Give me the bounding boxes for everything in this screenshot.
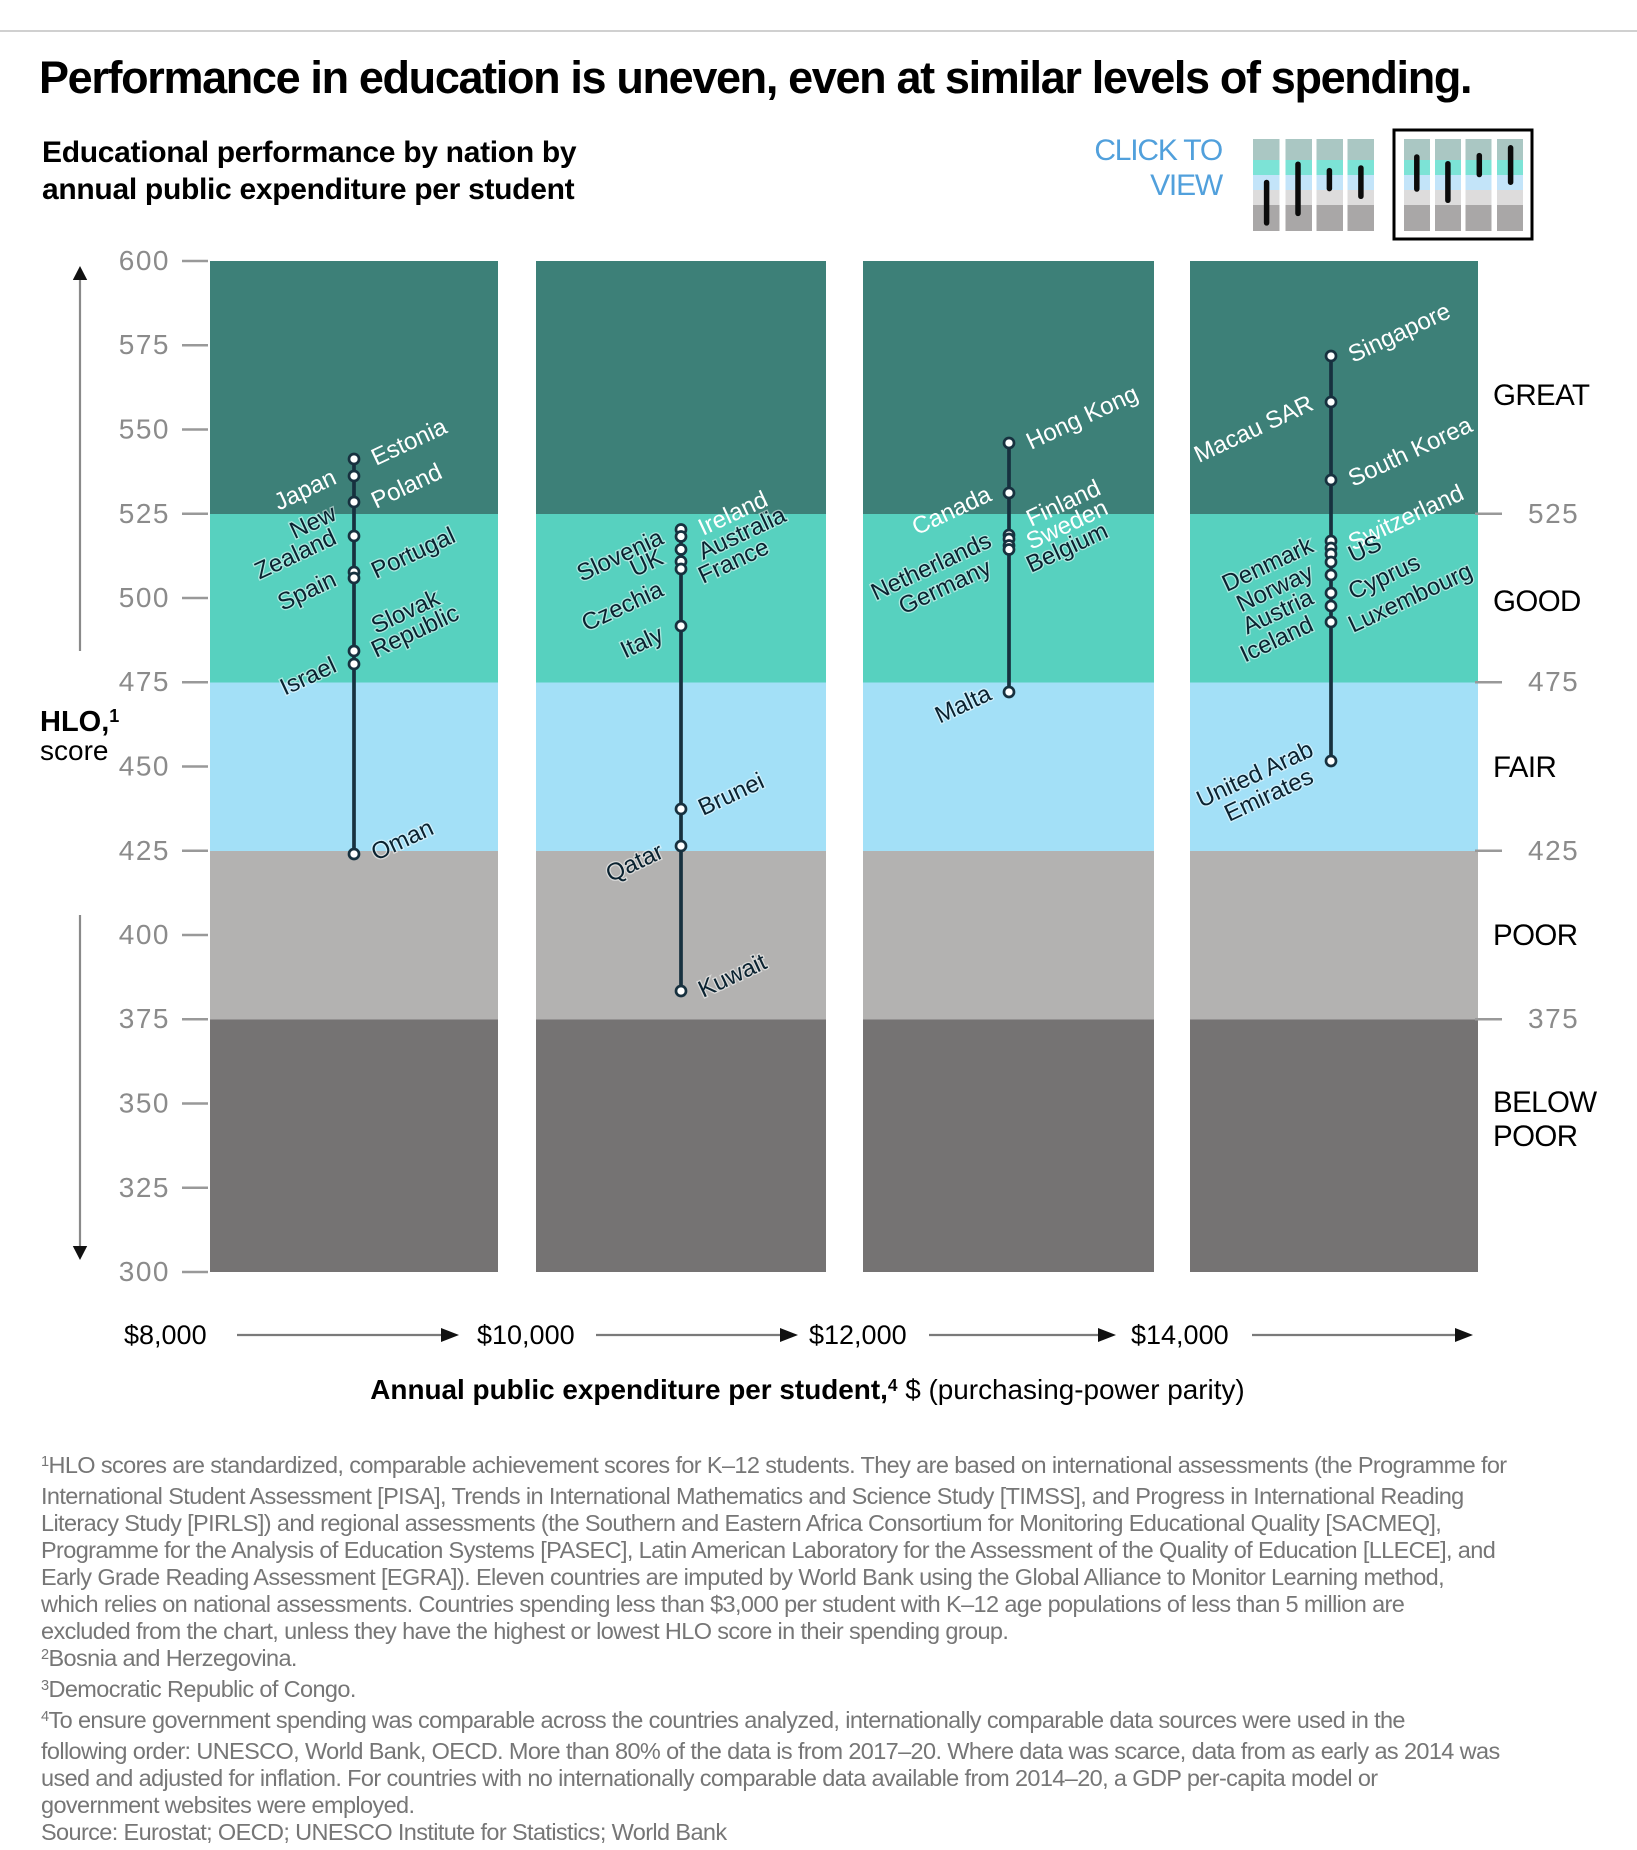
svg-text:425: 425 xyxy=(1528,835,1579,866)
svg-text:450: 450 xyxy=(119,751,170,782)
svg-text:400: 400 xyxy=(119,919,170,950)
svg-text:525: 525 xyxy=(119,498,170,529)
svg-text:350: 350 xyxy=(119,1088,170,1119)
svg-text:375: 375 xyxy=(119,1003,170,1034)
svg-text:POOR: POOR xyxy=(1493,1120,1577,1153)
svg-text:FAIR: FAIR xyxy=(1493,751,1556,784)
svg-text:525: 525 xyxy=(1528,498,1579,529)
svg-text:425: 425 xyxy=(119,835,170,866)
svg-text:550: 550 xyxy=(119,414,170,445)
svg-text:POOR: POOR xyxy=(1493,919,1577,952)
svg-text:575: 575 xyxy=(119,329,170,360)
svg-text:475: 475 xyxy=(119,666,170,697)
svg-text:475: 475 xyxy=(1528,666,1579,697)
svg-text:GREAT: GREAT xyxy=(1493,379,1590,412)
svg-text:score: score xyxy=(40,735,108,766)
svg-text:300: 300 xyxy=(119,1256,170,1287)
svg-text:GOOD: GOOD xyxy=(1493,585,1581,618)
svg-text:BELOW: BELOW xyxy=(1493,1086,1597,1119)
svg-text:600: 600 xyxy=(119,245,170,276)
svg-text:500: 500 xyxy=(119,582,170,613)
svg-text:375: 375 xyxy=(1528,1003,1579,1034)
svg-text:HLO,1: HLO,1 xyxy=(40,706,119,738)
svg-text:325: 325 xyxy=(119,1172,170,1203)
